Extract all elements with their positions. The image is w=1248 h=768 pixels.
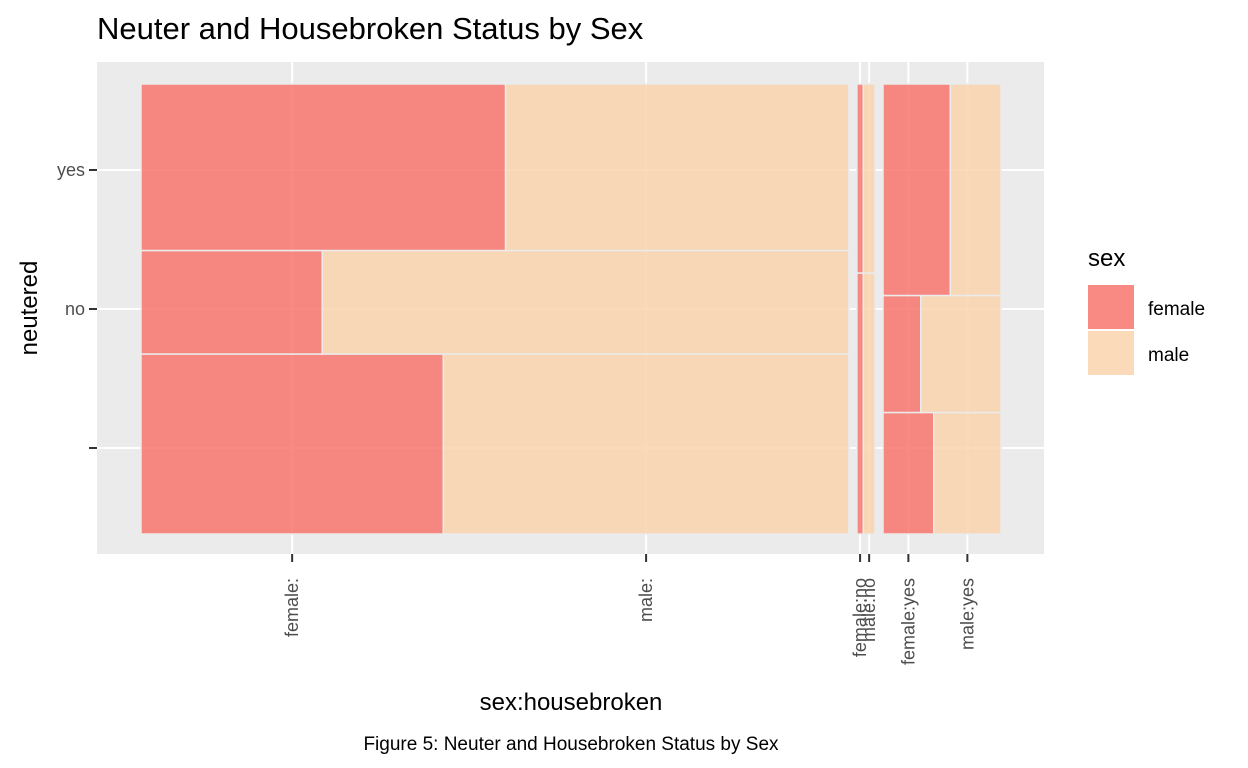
legend-label-female: female [1148, 299, 1205, 320]
x-tick-label: male: [636, 578, 656, 622]
chart-title: Neuter and Housebroken Status by Sex [97, 11, 644, 46]
x-tick-label: female:no [850, 578, 870, 657]
x-tick-label: female: [282, 578, 302, 637]
tile-male-blank-yes [504, 83, 850, 252]
legend: sex female male [1088, 245, 1205, 375]
tile-female-yes-no [882, 294, 922, 414]
tile-male-no-blank [862, 272, 876, 535]
tile-male-no-yes [862, 83, 876, 274]
legend-key-female [1088, 285, 1134, 329]
figure-caption: Figure 5: Neuter and Housebroken Status … [363, 734, 779, 755]
y-tick-label: yes [57, 160, 85, 180]
y-tick-label: no [65, 299, 85, 319]
tile-male-yes-blank [932, 411, 1002, 535]
tile-male-blank-no [321, 249, 850, 355]
legend-label-male: male [1148, 345, 1189, 366]
tile-female-yes-yes [882, 83, 952, 297]
legend-key-male [1088, 331, 1134, 375]
tile-female-blank-blank [140, 353, 445, 535]
tile-female-blank-yes [140, 83, 507, 252]
x-tick-label: female:yes [898, 578, 918, 665]
tile-male-blank-blank [442, 353, 850, 535]
tile-female-no-blank [856, 272, 865, 535]
legend-title: sex [1088, 245, 1125, 272]
tile-male-yes-yes [949, 83, 1002, 297]
x-tick-label: male:yes [957, 578, 977, 650]
mosaic-tiles [140, 83, 1002, 535]
tile-female-yes-blank [882, 411, 935, 535]
x-axis-title: sex:housebroken [480, 689, 663, 716]
tile-female-no-yes [856, 83, 865, 274]
x-tick-label: male:no [859, 578, 879, 642]
y-axis-title: neutered [16, 261, 43, 356]
tile-male-yes-no [920, 294, 1002, 414]
tile-female-blank-no [140, 249, 323, 355]
